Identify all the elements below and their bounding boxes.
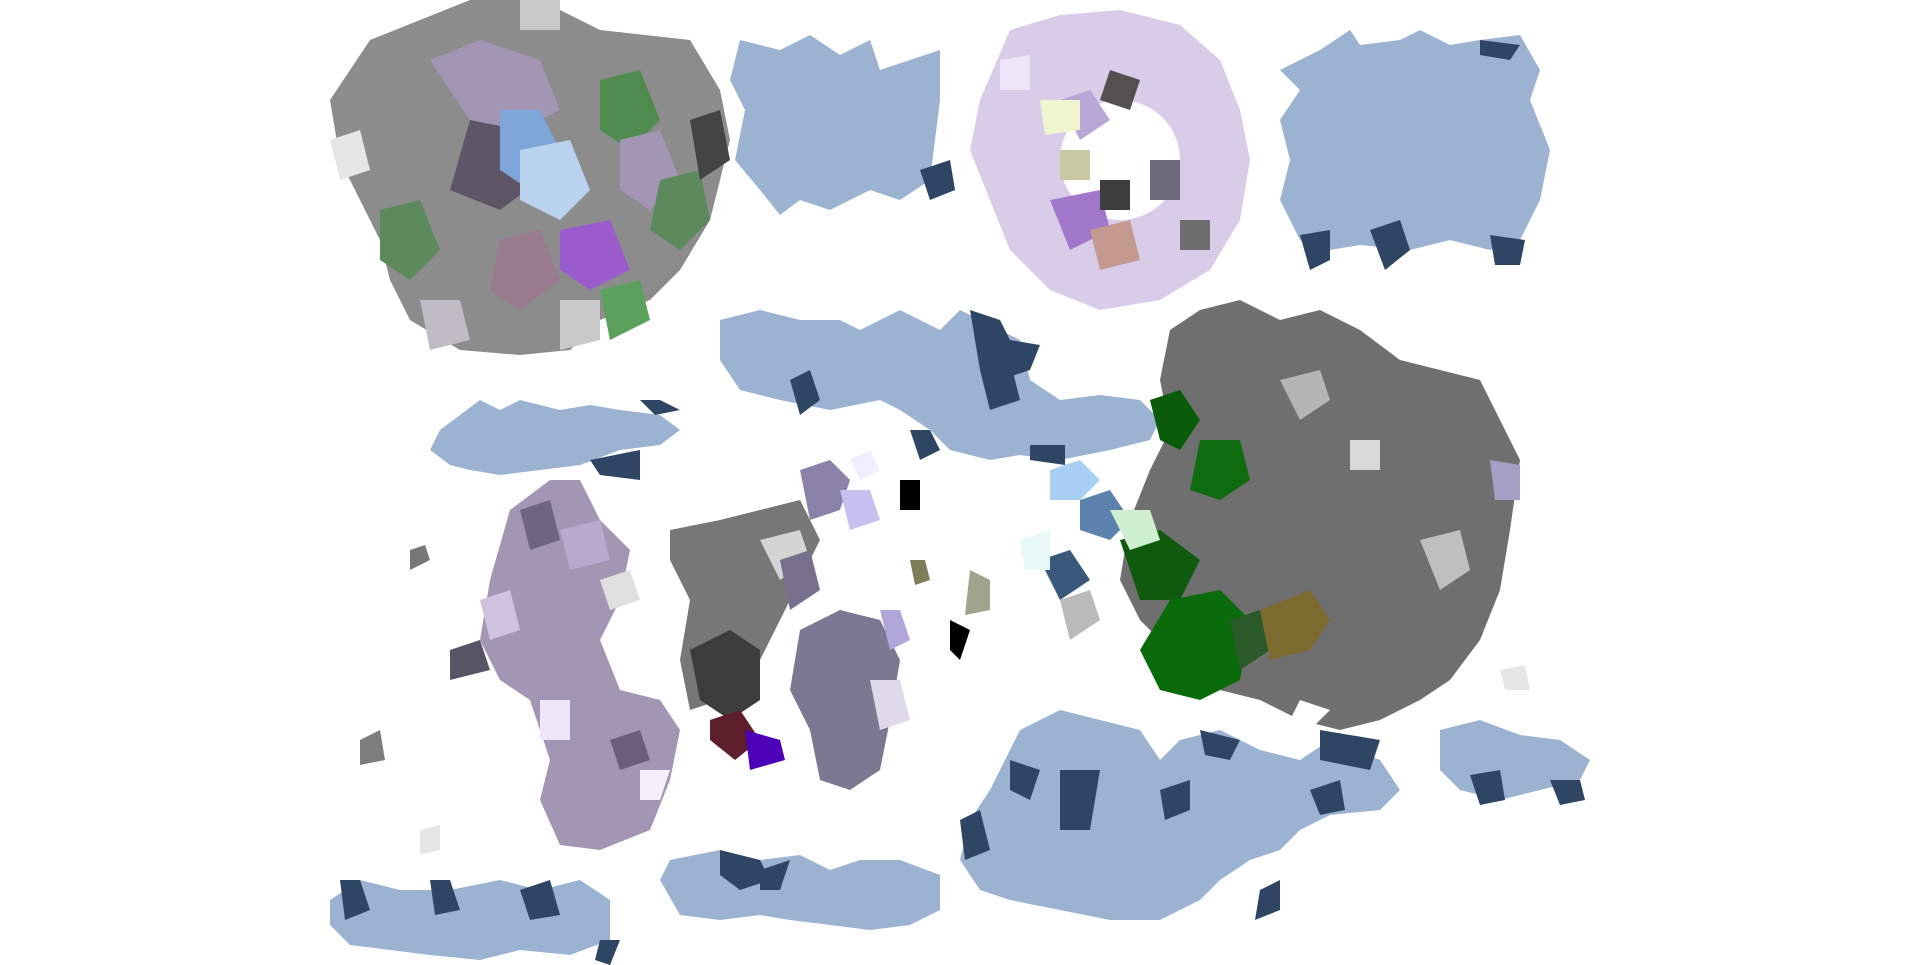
top-left-mosaic-cluster — [330, 0, 730, 355]
top-center-blue-patch — [730, 35, 955, 215]
top-center-lilac-ring — [970, 10, 1250, 310]
center-gray-purple-cluster — [670, 450, 990, 790]
right-gray-green-cluster — [1020, 300, 1530, 730]
top-right-blue-patch — [1280, 30, 1550, 270]
middle-blue-band — [430, 310, 1160, 480]
bottom-blue-band — [330, 710, 1590, 965]
left-lavender-column — [360, 480, 680, 855]
